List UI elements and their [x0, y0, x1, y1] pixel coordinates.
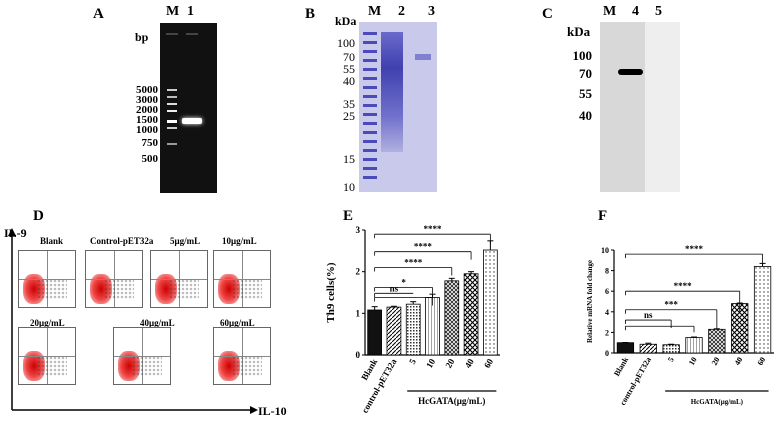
- bar: [639, 343, 657, 354]
- gel-b-markers: 100 70 55 40 35 25 15 10: [337, 36, 355, 194]
- flow-plot: [18, 327, 76, 385]
- x-tick-label: 10: [687, 356, 699, 367]
- flow-axes: [8, 228, 258, 414]
- panel-f-label: F: [598, 208, 608, 224]
- y-tick-label: 2: [605, 328, 609, 337]
- y-tick-label: 0: [356, 350, 361, 360]
- il10-axis-label: IL-10: [258, 404, 287, 418]
- flow-plot-title: 5μg/mL: [170, 236, 201, 246]
- bp-label: bp: [135, 30, 149, 44]
- x-tick-label: Blank: [359, 357, 379, 382]
- flow-plot-title: 20μg/mL: [30, 318, 65, 328]
- y-axis-label: Th9 cells(%): [325, 262, 337, 323]
- x-tick-label: 10: [424, 357, 437, 370]
- flow-plot-title: 10μg/mL: [222, 236, 257, 246]
- flow-plot-title: 40μg/mL: [140, 318, 175, 328]
- y-tick-label: 1: [356, 308, 361, 318]
- bar: [425, 297, 440, 356]
- x-tick-label: 5: [407, 357, 418, 366]
- western-band: [618, 69, 643, 75]
- bar: [444, 280, 460, 356]
- y-tick-label: 0: [605, 349, 609, 358]
- bar: [708, 328, 726, 354]
- lane-3-b: 3: [428, 4, 435, 19]
- x-tick-label: 20: [443, 357, 456, 370]
- gel-a-markers: 5000 3000 2000 1500 1000 750 500: [136, 84, 158, 165]
- flow-plot: [85, 250, 143, 308]
- flow-plot: [113, 327, 171, 385]
- y-tick-label: 4: [605, 308, 609, 317]
- bar: [405, 303, 421, 356]
- significance-label: ns: [644, 310, 653, 320]
- flow-plot: [213, 327, 271, 385]
- bar: [367, 309, 382, 356]
- lane-2-b: 2: [398, 4, 405, 19]
- bar: [753, 266, 772, 354]
- flow-plot: [18, 250, 76, 308]
- group-label: HcGATA(μg/mL): [691, 398, 744, 406]
- y-tick-label: 2: [356, 267, 361, 277]
- significance-label: ****: [404, 258, 423, 268]
- bar: [685, 337, 703, 354]
- flow-plot-title: 60μg/mL: [220, 318, 255, 328]
- significance-label: ****: [414, 242, 433, 252]
- sds-page-gel: [359, 22, 437, 192]
- x-tick-label: 20: [710, 356, 722, 367]
- bar: [463, 273, 479, 356]
- significance-label: ****: [674, 281, 693, 291]
- y-axis-label: Relative mRNA fold change: [586, 260, 594, 343]
- western-blot-lane5: [645, 22, 680, 192]
- x-tick-label: 40: [733, 356, 745, 367]
- flow-plot: [213, 250, 271, 308]
- bar: [662, 344, 680, 354]
- significance-label: ***: [664, 300, 678, 310]
- bar: [386, 306, 402, 356]
- lane-4-c: 4: [632, 4, 639, 19]
- x-tick-label: 60: [482, 357, 495, 370]
- lane-m-a: M: [166, 4, 180, 19]
- il9-axis-label: IL-9: [4, 226, 27, 240]
- significance-label: ****: [424, 224, 443, 234]
- flow-plot-title: Blank: [40, 236, 64, 246]
- gel-c-markers: 100 70 55 40: [572, 48, 593, 123]
- panel-a-label: A: [93, 6, 104, 22]
- significance-label: ns: [390, 283, 399, 293]
- group-label: HcGATA(μg/mL): [418, 396, 485, 406]
- x-tick-label: 5: [666, 356, 676, 364]
- western-blot-lane4: [600, 22, 645, 192]
- lane-1-a: 1: [187, 4, 194, 19]
- panel-b-label: B: [305, 6, 316, 22]
- lane-m-c: M: [603, 4, 617, 19]
- panel-e-label: E: [343, 208, 354, 224]
- kda-label-c: kDa: [567, 24, 591, 39]
- y-tick-label: 6: [605, 287, 609, 296]
- panel-d-label: D: [33, 208, 44, 224]
- y-tick-label: 8: [605, 267, 609, 276]
- kda-label-b: kDa: [335, 14, 357, 28]
- pcr-band: [182, 118, 202, 124]
- flow-plot-title: Control-pET32a: [90, 236, 154, 246]
- x-tick-label: Blank: [612, 355, 630, 378]
- bar: [483, 249, 498, 356]
- x-tick-label: 40: [463, 357, 476, 370]
- flow-plot: [150, 250, 208, 308]
- lane-m-b: M: [368, 4, 382, 19]
- significance-label: ****: [685, 244, 704, 254]
- agarose-gel: [160, 23, 217, 193]
- significance-label: *: [401, 278, 406, 288]
- x-tick-label: 60: [756, 356, 768, 367]
- y-tick-label: 3: [356, 225, 361, 235]
- bar: [616, 342, 635, 354]
- y-tick-label: 10: [601, 246, 609, 255]
- lane-5-c: 5: [655, 4, 662, 19]
- panel-c-label: C: [542, 6, 553, 22]
